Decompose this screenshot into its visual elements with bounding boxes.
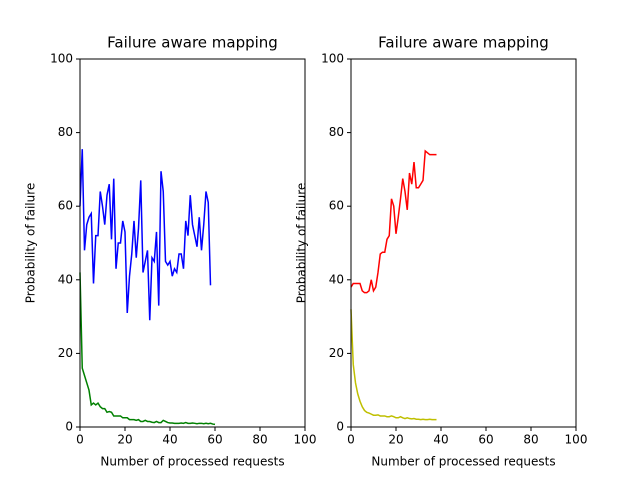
x-tick-label: 40 [162, 433, 177, 447]
y-tick-label: 0 [336, 420, 344, 434]
y-tick-label: 100 [50, 52, 73, 66]
chart-title: Failure aware mapping [378, 34, 549, 52]
y-tick-label: 80 [329, 125, 344, 139]
x-tick-label: 80 [252, 433, 267, 447]
x-tick-label: 0 [347, 433, 355, 447]
axes-frame [79, 58, 306, 428]
chart-title: Failure aware mapping [107, 34, 278, 52]
x-axis-label: Number of processed requests [100, 455, 284, 469]
y-tick-label: 20 [58, 346, 73, 360]
y-tick-label: 20 [329, 346, 344, 360]
axes-frame [350, 58, 577, 428]
y-tick-label: 80 [58, 125, 73, 139]
y-tick-label: 100 [321, 52, 344, 66]
y-tick-label: 40 [58, 272, 73, 286]
y-tick-label: 60 [329, 199, 344, 213]
x-tick-label: 40 [433, 433, 448, 447]
x-tick-label: 60 [478, 433, 493, 447]
y-axis-label: Probability of failure [24, 183, 38, 304]
y-axis-label: Probability of failure [295, 183, 309, 304]
y-tick-label: 40 [329, 272, 344, 286]
x-tick-label: 20 [117, 433, 132, 447]
x-axis-label: Number of processed requests [371, 455, 555, 469]
x-tick-label: 20 [388, 433, 403, 447]
x-tick-label: 80 [523, 433, 538, 447]
y-tick-label: 60 [58, 199, 73, 213]
data-line [350, 309, 437, 421]
x-tick-label: 100 [294, 433, 317, 447]
x-tick-label: 60 [207, 433, 222, 447]
data-line [350, 149, 437, 294]
x-tick-label: 0 [76, 433, 84, 447]
y-tick-label: 0 [65, 420, 73, 434]
data-line [79, 149, 212, 321]
x-tick-label: 100 [565, 433, 588, 447]
data-line [79, 272, 216, 426]
